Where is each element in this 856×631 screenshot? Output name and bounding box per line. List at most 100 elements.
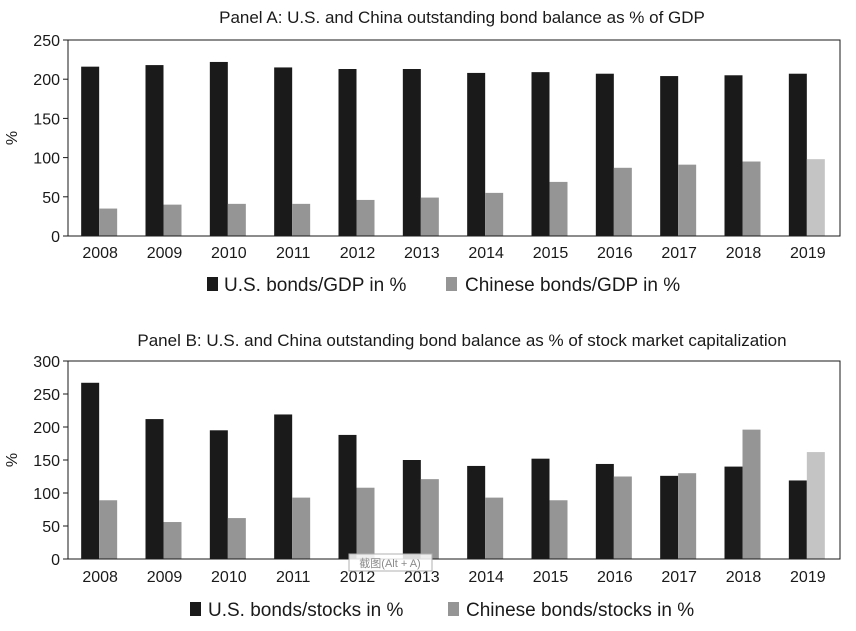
- panel-1-x-tick-2008: 2008: [82, 245, 118, 262]
- panel-2-bar-china-2008: [99, 500, 118, 559]
- panel-2-bar-china-2016: [613, 476, 632, 559]
- panel-1-plot-frame: [67, 39, 841, 237]
- panel-2-bar-us-2019: [788, 480, 807, 559]
- panel-2-plot-frame: [67, 360, 841, 560]
- panel-1-x-tick-2014: 2014: [468, 245, 504, 262]
- panel-2-legend-swatch-china: [448, 602, 459, 616]
- panel-1-bar-us-2010: [209, 61, 228, 237]
- panel-1-x-tick-2018: 2018: [726, 245, 762, 262]
- panel-1-x-tick-2013: 2013: [404, 245, 440, 262]
- panel-1-bar-china-2012: [356, 199, 375, 236]
- panel-1-bar-china-2014: [485, 192, 504, 236]
- panel-1-bar-us-2009: [145, 65, 164, 236]
- panel-2-legend-label-us: U.S. bonds/stocks in %: [208, 600, 403, 621]
- panel-1-bar-china-2015: [549, 181, 568, 236]
- panel-1-bar-us-2016: [595, 73, 614, 236]
- panel-2-bar-china-2015: [549, 500, 568, 559]
- panel-2-x-tick-2012: 2012: [340, 569, 376, 586]
- panel-2-x-tick-2009: 2009: [147, 569, 183, 586]
- panel-1-y-tick-200: 200: [33, 72, 60, 89]
- panel-2-x-tick-2011: 2011: [276, 569, 311, 586]
- panel-2-y-tick-150: 150: [33, 453, 60, 470]
- panel-2-bar-china-2012: [356, 487, 375, 559]
- panel-1-x-tick-2012: 2012: [340, 245, 376, 262]
- panel-2-bar-us-2008: [81, 382, 100, 559]
- panel-2-y-tick-100: 100: [33, 486, 60, 503]
- panel-2-y-tick-0: 0: [51, 552, 60, 569]
- panel-2-bar-us-2015: [531, 458, 550, 559]
- panel-2-bar-us-2013: [402, 460, 421, 559]
- panel-2-x-tick-2008: 2008: [82, 569, 118, 586]
- panel-1-legend-label-china: Chinese bonds/GDP in %: [465, 275, 680, 296]
- panel-1-y-tick-100: 100: [33, 151, 60, 168]
- panel-1-bar-china-2016: [613, 167, 632, 236]
- panel-1-x-tick-2010: 2010: [211, 245, 247, 262]
- panel-1-x-tick-2017: 2017: [661, 245, 697, 262]
- panel-1-bar-us-2017: [660, 76, 679, 237]
- panel-1-bar-us-2018: [724, 75, 743, 236]
- panel-1-bar-china-2010: [227, 203, 246, 236]
- panel-1-bar-china-2009: [163, 204, 182, 236]
- panel-1-bar-china-2008: [99, 208, 118, 236]
- panel-2-legend-swatch-us: [190, 602, 201, 616]
- panel-2-x-tick-2019: 2019: [790, 569, 826, 586]
- panel-2-bar-us-2018: [724, 466, 743, 559]
- panel-2-bar-china-2013: [420, 479, 439, 559]
- panel-1-legend-swatch-us: [207, 277, 218, 291]
- panel-2-bar-china-2019: [806, 452, 825, 559]
- panel-1-legend-swatch-china: [446, 277, 457, 291]
- panel-2-y-tick-250: 250: [33, 387, 60, 404]
- panel-1-y-tick-50: 50: [42, 190, 60, 207]
- panel-2-bar-us-2009: [145, 419, 164, 559]
- panel-2-x-tick-2016: 2016: [597, 569, 633, 586]
- panel-2-legend-label-china: Chinese bonds/stocks in %: [466, 600, 694, 621]
- panel-2-bar-china-2009: [163, 522, 182, 559]
- panel-1-x-tick-2019: 2019: [790, 245, 826, 262]
- panel-1-y-tick-0: 0: [51, 229, 60, 246]
- panel-1-bar-china-2019: [806, 159, 825, 236]
- panel-1-bar-us-2019: [788, 73, 807, 236]
- panel-2-bar-china-2018: [742, 429, 761, 559]
- screenshot-hint-box: [348, 553, 433, 572]
- panel-2-title: Panel B: U.S. and China outstanding bond…: [137, 331, 786, 350]
- panel-1-title: Panel A: U.S. and China outstanding bond…: [219, 8, 705, 27]
- panel-1-bar-china-2018: [742, 161, 761, 236]
- panel-2-bar-china-2017: [678, 473, 697, 559]
- screenshot-hint-text: 截图(Alt + A): [359, 556, 420, 570]
- panel-2-bar-us-2012: [338, 434, 357, 559]
- panel-2-x-tick-2018: 2018: [726, 569, 762, 586]
- panel-2-x-tick-2015: 2015: [533, 569, 569, 586]
- panel-2-bar-china-2014: [485, 497, 504, 559]
- panel-1-bar-us-2014: [467, 72, 486, 236]
- panel-1-x-tick-2011: 2011: [276, 245, 311, 262]
- panel-1-bar-china-2013: [420, 197, 439, 236]
- panel-1-bar-us-2015: [531, 72, 550, 236]
- panel-1-y-tick-150: 150: [33, 111, 60, 128]
- panel-1-bar-china-2011: [292, 203, 311, 236]
- panel-2-bar-china-2011: [292, 497, 311, 559]
- panel-1-x-tick-2016: 2016: [597, 245, 633, 262]
- panel-2-x-tick-2010: 2010: [211, 569, 247, 586]
- panel-1-y-axis-label: %: [4, 131, 21, 145]
- panel-2-x-tick-2013: 2013: [404, 569, 440, 586]
- panel-1-bar-us-2008: [81, 66, 100, 236]
- panel-2-y-axis-label: %: [4, 453, 21, 467]
- panel-2-bar-us-2017: [660, 475, 679, 559]
- panel-1-bar-us-2011: [274, 67, 293, 236]
- panel-1-bar-china-2017: [678, 164, 697, 236]
- panel-2-bar-us-2011: [274, 414, 293, 559]
- panel-2-y-tick-300: 300: [33, 354, 60, 371]
- panel-1-x-tick-2015: 2015: [533, 245, 569, 262]
- panel-2-bar-us-2010: [209, 430, 228, 559]
- panel-1-x-tick-2009: 2009: [147, 245, 183, 262]
- panel-2-bar-us-2016: [595, 463, 614, 559]
- panel-2-x-tick-2017: 2017: [661, 569, 697, 586]
- panel-1-bar-us-2013: [402, 69, 421, 237]
- panel-1-legend-label-us: U.S. bonds/GDP in %: [224, 275, 406, 296]
- panel-2-bar-china-2010: [227, 518, 246, 559]
- panel-2-x-tick-2014: 2014: [468, 569, 504, 586]
- panel-2-y-tick-200: 200: [33, 420, 60, 437]
- panel-2-bar-us-2014: [467, 465, 486, 559]
